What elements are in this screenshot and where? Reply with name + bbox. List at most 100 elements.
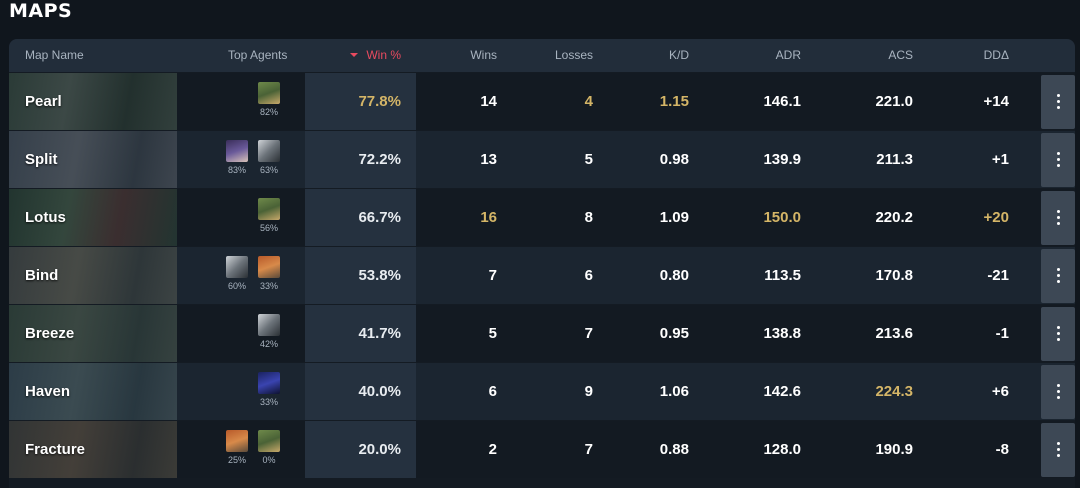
- row-menu-button[interactable]: [1041, 75, 1075, 129]
- losses-cell: 4: [584, 93, 593, 110]
- maps-table: Map Name Top Agents Win % Wins Losses K/…: [9, 39, 1075, 488]
- map-name: Fracture: [25, 441, 86, 458]
- win-pct-value: 72.2%: [358, 151, 401, 168]
- win-pct-cell: 20.0%: [305, 421, 416, 478]
- map-thumbnail: Fracture: [9, 421, 177, 478]
- losses-cell: 8: [584, 209, 593, 226]
- kd-cell: 1.09: [659, 209, 689, 226]
- map-image: [9, 421, 177, 478]
- more-vertical-icon: [1057, 268, 1060, 284]
- agent-green-hood-icon: [258, 82, 280, 104]
- more-vertical-icon: [1057, 442, 1060, 458]
- agent-pick-rate: 33%: [259, 397, 278, 407]
- wins-cell: 13: [480, 151, 497, 168]
- column-header-win-pct[interactable]: Win %: [350, 39, 401, 72]
- agent-entry[interactable]: 56%: [257, 198, 281, 233]
- column-header-top-agents[interactable]: Top Agents: [228, 48, 288, 62]
- table-row[interactable]: Split 83% 63% 72.2% 13 5 0.98 139.9 211.3 +1: [9, 131, 1075, 188]
- dd-cell: -8: [995, 441, 1009, 458]
- win-pct-cell: 53.8%: [305, 247, 416, 304]
- map-image: [9, 305, 177, 362]
- kd-cell: 0.95: [659, 325, 689, 342]
- acs-cell: 220.2: [875, 209, 913, 226]
- win-pct-value: 66.7%: [358, 209, 401, 226]
- agent-entry[interactable]: 83%: [225, 140, 249, 175]
- table-row[interactable]: Breeze 42% 41.7% 5 7 0.95 138.8 213.6 -1: [9, 305, 1075, 362]
- agent-blue-hood-icon: [258, 372, 280, 394]
- losses-cell: 7: [584, 441, 593, 458]
- dd-cell: -1: [995, 325, 1009, 342]
- wins-cell: 2: [488, 441, 497, 458]
- agent-pick-rate: 42%: [259, 339, 278, 349]
- column-header-kd[interactable]: K/D: [668, 48, 689, 62]
- section-title: MAPS: [9, 0, 73, 22]
- win-pct-cell: 66.7%: [305, 189, 416, 246]
- row-menu-button[interactable]: [1041, 191, 1075, 245]
- agent-grey-robot-icon: [258, 314, 280, 336]
- table-row[interactable]: Fracture 25% 0% 20.0% 2 7 0.88 128.0 190.9 -8: [9, 421, 1075, 478]
- acs-cell: 190.9: [875, 441, 913, 458]
- acs-cell: 170.8: [875, 267, 913, 284]
- win-pct-cell: 72.2%: [305, 131, 416, 188]
- column-header-map-name[interactable]: Map Name: [25, 48, 84, 62]
- column-header-dd[interactable]: DDΔ: [983, 48, 1009, 62]
- row-menu-button[interactable]: [1041, 307, 1075, 361]
- map-image: [9, 247, 177, 304]
- map-thumbnail: Split: [9, 131, 177, 188]
- column-header-adr[interactable]: ADR: [775, 48, 801, 62]
- agent-orange-hair-icon: [226, 430, 248, 452]
- agent-pick-rate: 56%: [259, 223, 278, 233]
- table-row[interactable]: Bind 60% 33% 53.8% 7 6 0.80 113.5 170.8 -21: [9, 247, 1075, 304]
- acs-cell: 221.0: [875, 93, 913, 110]
- agent-entry[interactable]: 0%: [257, 430, 281, 465]
- map-thumbnail: Lotus: [9, 189, 177, 246]
- column-header-wins[interactable]: Wins: [470, 48, 497, 62]
- kd-cell: 0.98: [659, 151, 689, 168]
- adr-cell: 138.8: [763, 325, 801, 342]
- dd-cell: -21: [987, 267, 1009, 284]
- agent-green-hood-icon: [258, 198, 280, 220]
- win-pct-cell: 40.0%: [305, 363, 416, 420]
- column-header-acs[interactable]: ACS: [888, 48, 913, 62]
- map-thumbnail: Breeze: [9, 305, 177, 362]
- acs-cell: 224.3: [875, 383, 913, 400]
- map-image: [9, 189, 177, 246]
- row-menu-button[interactable]: [1041, 423, 1075, 477]
- win-pct-cell: 77.8%: [305, 73, 416, 130]
- map-image: [9, 363, 177, 420]
- table-row[interactable]: Haven 33% 40.0% 6 9 1.06 142.6 224.3 +6: [9, 363, 1075, 420]
- more-vertical-icon: [1057, 94, 1060, 110]
- row-menu-button[interactable]: [1041, 133, 1075, 187]
- column-header-win-pct-label: Win %: [366, 48, 401, 62]
- agent-entry[interactable]: 82%: [257, 82, 281, 117]
- agent-entry[interactable]: 33%: [257, 256, 281, 291]
- agent-entry[interactable]: 33%: [257, 372, 281, 407]
- map-name: Pearl: [25, 93, 62, 110]
- map-image: [9, 131, 177, 188]
- agent-entry[interactable]: 63%: [257, 140, 281, 175]
- more-vertical-icon: [1057, 326, 1060, 342]
- map-thumbnail: Bind: [9, 247, 177, 304]
- table-row[interactable]: Pearl 82% 77.8% 14 4 1.15 146.1 221.0 +14: [9, 73, 1075, 130]
- sort-desc-icon: [350, 52, 359, 57]
- adr-cell: 146.1: [763, 93, 801, 110]
- adr-cell: 139.9: [763, 151, 801, 168]
- agent-grey-robot-icon: [258, 140, 280, 162]
- row-menu-button[interactable]: [1041, 365, 1075, 419]
- wins-cell: 6: [488, 383, 497, 400]
- map-name: Breeze: [25, 325, 75, 342]
- row-menu-button[interactable]: [1041, 249, 1075, 303]
- agent-entry[interactable]: 25%: [225, 430, 249, 465]
- agent-pick-rate: 60%: [227, 281, 246, 291]
- agent-purple-hair-icon: [226, 140, 248, 162]
- losses-cell: 6: [584, 267, 593, 284]
- acs-cell: 213.6: [875, 325, 913, 342]
- win-pct-value: 40.0%: [358, 383, 401, 400]
- dd-cell: +14: [983, 93, 1009, 110]
- map-name: Split: [25, 151, 58, 168]
- column-header-losses[interactable]: Losses: [554, 48, 593, 62]
- agent-entry[interactable]: 42%: [257, 314, 281, 349]
- kd-cell: 0.88: [659, 441, 689, 458]
- agent-entry[interactable]: 60%: [225, 256, 249, 291]
- table-row[interactable]: Lotus 56% 66.7% 16 8 1.09 150.0 220.2 +20: [9, 189, 1075, 246]
